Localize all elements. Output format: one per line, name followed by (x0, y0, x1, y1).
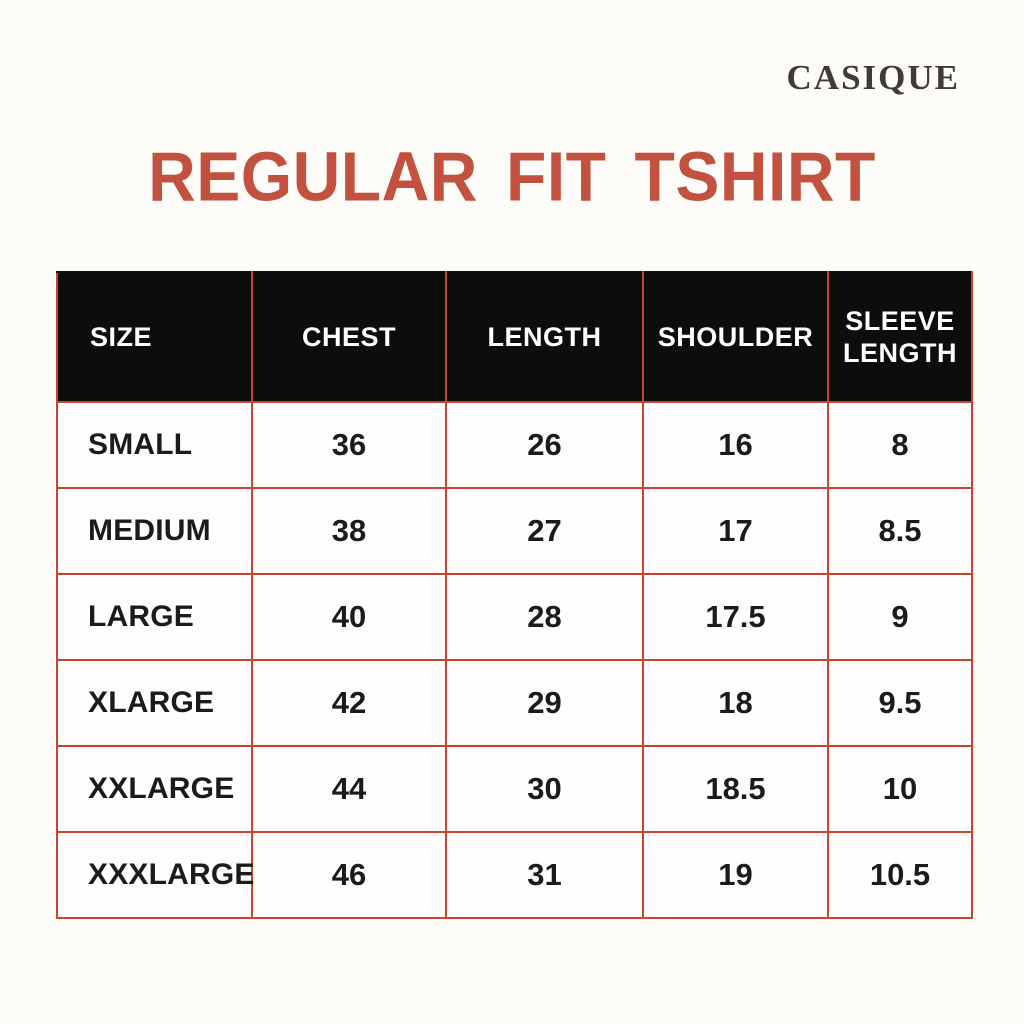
cell-small-length: 26 (445, 401, 644, 489)
cell-xlarge-length: 29 (445, 659, 644, 747)
cell-medium-sleeve-length: 8.5 (827, 487, 973, 575)
cell-medium-shoulder: 17 (642, 487, 829, 575)
cell-xlarge-chest: 42 (251, 659, 447, 747)
table-row-large: LARGE 40 28 17.5 9 (56, 573, 973, 661)
cell-xlarge-shoulder: 18 (642, 659, 829, 747)
cell-xlarge-size: XLARGE (56, 659, 253, 747)
size-chart-table: SIZE CHEST LENGTH SHOULDER SLEEVE LENGTH… (56, 271, 973, 919)
table-row-xxlarge: XXLARGE 44 30 18.5 10 (56, 745, 973, 833)
cell-medium-length: 27 (445, 487, 644, 575)
size-chart-header: SIZE CHEST LENGTH SHOULDER SLEEVE LENGTH (56, 271, 973, 403)
cell-xxxlarge-length: 31 (445, 831, 644, 919)
table-row-xxxlarge: XXXLARGE 46 31 19 10.5 (56, 831, 973, 919)
cell-xxlarge-size: XXLARGE (56, 745, 253, 833)
header-row: SIZE CHEST LENGTH SHOULDER SLEEVE LENGTH (56, 271, 973, 403)
table-row-small: SMALL 36 26 16 8 (56, 401, 973, 489)
cell-medium-size: MEDIUM (56, 487, 253, 575)
cell-large-chest: 40 (251, 573, 447, 661)
cell-large-sleeve-length: 9 (827, 573, 973, 661)
cell-large-shoulder: 17.5 (642, 573, 829, 661)
cell-xxxlarge-chest: 46 (251, 831, 447, 919)
cell-medium-chest: 38 (251, 487, 447, 575)
cell-xxlarge-length: 30 (445, 745, 644, 833)
table-row-xlarge: XLARGE 42 29 18 9.5 (56, 659, 973, 747)
cell-large-length: 28 (445, 573, 644, 661)
cell-xxxlarge-size: XXXLARGE (56, 831, 254, 919)
page-title: REGULAR FIT TSHIRT (148, 137, 876, 216)
header-cell-chest: CHEST (251, 271, 447, 403)
cell-xlarge-sleeve-length: 9.5 (827, 659, 973, 747)
cell-small-sleeve-length: 8 (827, 401, 973, 489)
cell-small-size: SMALL (56, 401, 253, 489)
header-cell-shoulder: SHOULDER (642, 271, 829, 403)
cell-xxxlarge-sleeve-length: 10.5 (827, 831, 973, 919)
cell-small-shoulder: 16 (642, 401, 829, 489)
table-row-medium: MEDIUM 38 27 17 8.5 (56, 487, 973, 575)
cell-small-chest: 36 (251, 401, 447, 489)
cell-xxlarge-sleeve-length: 10 (827, 745, 973, 833)
cell-xxlarge-chest: 44 (251, 745, 447, 833)
cell-xxxlarge-shoulder: 19 (642, 831, 829, 919)
cell-xxlarge-shoulder: 18.5 (642, 745, 829, 833)
brand-logo: CASIQUE (786, 58, 960, 97)
header-cell-length: LENGTH (445, 271, 644, 403)
cell-large-size: LARGE (56, 573, 253, 661)
size-chart-body: SMALL 36 26 16 8 MEDIUM 38 27 17 8.5 LAR… (56, 401, 973, 919)
header-cell-sleeve-length: SLEEVE LENGTH (827, 271, 973, 403)
header-cell-size: SIZE (56, 271, 253, 403)
